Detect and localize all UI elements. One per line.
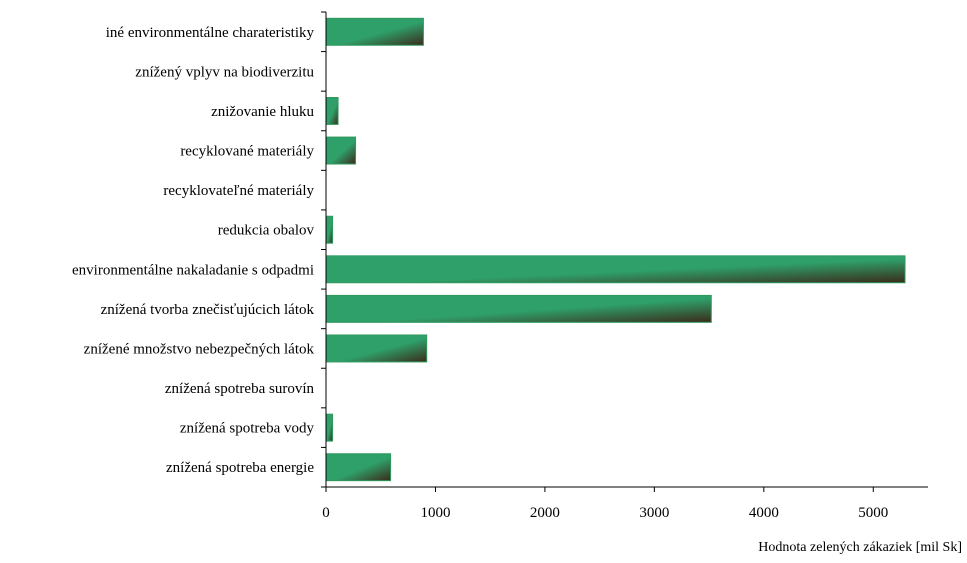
bar-3 [325,136,357,165]
category-label-3: recyklované materiály [180,144,314,160]
bar-7 [325,294,712,323]
category-label-11: znížená spotreba energie [166,460,314,476]
bar-6 [325,255,906,284]
bar-5 [325,215,334,244]
bar-8 [325,334,428,363]
x-tick-label-0: 0 [322,505,330,521]
bars-group [325,17,906,482]
x-axis-title: Hodnota zelených zákaziek [mil Sk] [758,540,962,555]
bar-2 [325,97,339,125]
category-label-5: redukcia obalov [218,223,315,239]
bar-0 [325,17,424,46]
bar-11 [325,453,392,482]
category-label-2: znižovanie hluku [211,104,314,120]
category-label-1: znížený vplyv na biodiverzitu [135,64,314,80]
y-axis: iné environmentálne charateristiky znížen… [72,11,327,488]
x-tick-label-5: 5000 [858,505,888,521]
x-tick-label-1: 1000 [420,505,450,521]
x-tick-label-4: 4000 [749,505,779,521]
category-label-9: znížená spotreba surovín [165,381,315,397]
bar-10 [325,413,334,442]
category-label-7: znížená tvorba znečisťujúcich látok [101,302,315,318]
category-label-10: znížená spotreba vody [180,421,315,437]
category-label-4: recyklovateľné materiály [163,183,314,199]
x-tick-label-3: 3000 [639,505,669,521]
x-tick-label-2: 2000 [530,505,560,521]
category-label-8: znížené množstvo nebezpečných látok [84,341,315,357]
category-label-6: environmentálne nakaladanie s odpadmi [72,262,314,278]
x-axis: 0 1000 2000 3000 4000 5000 [322,486,928,521]
category-label-0: iné environmentálne charateristiky [106,25,315,41]
